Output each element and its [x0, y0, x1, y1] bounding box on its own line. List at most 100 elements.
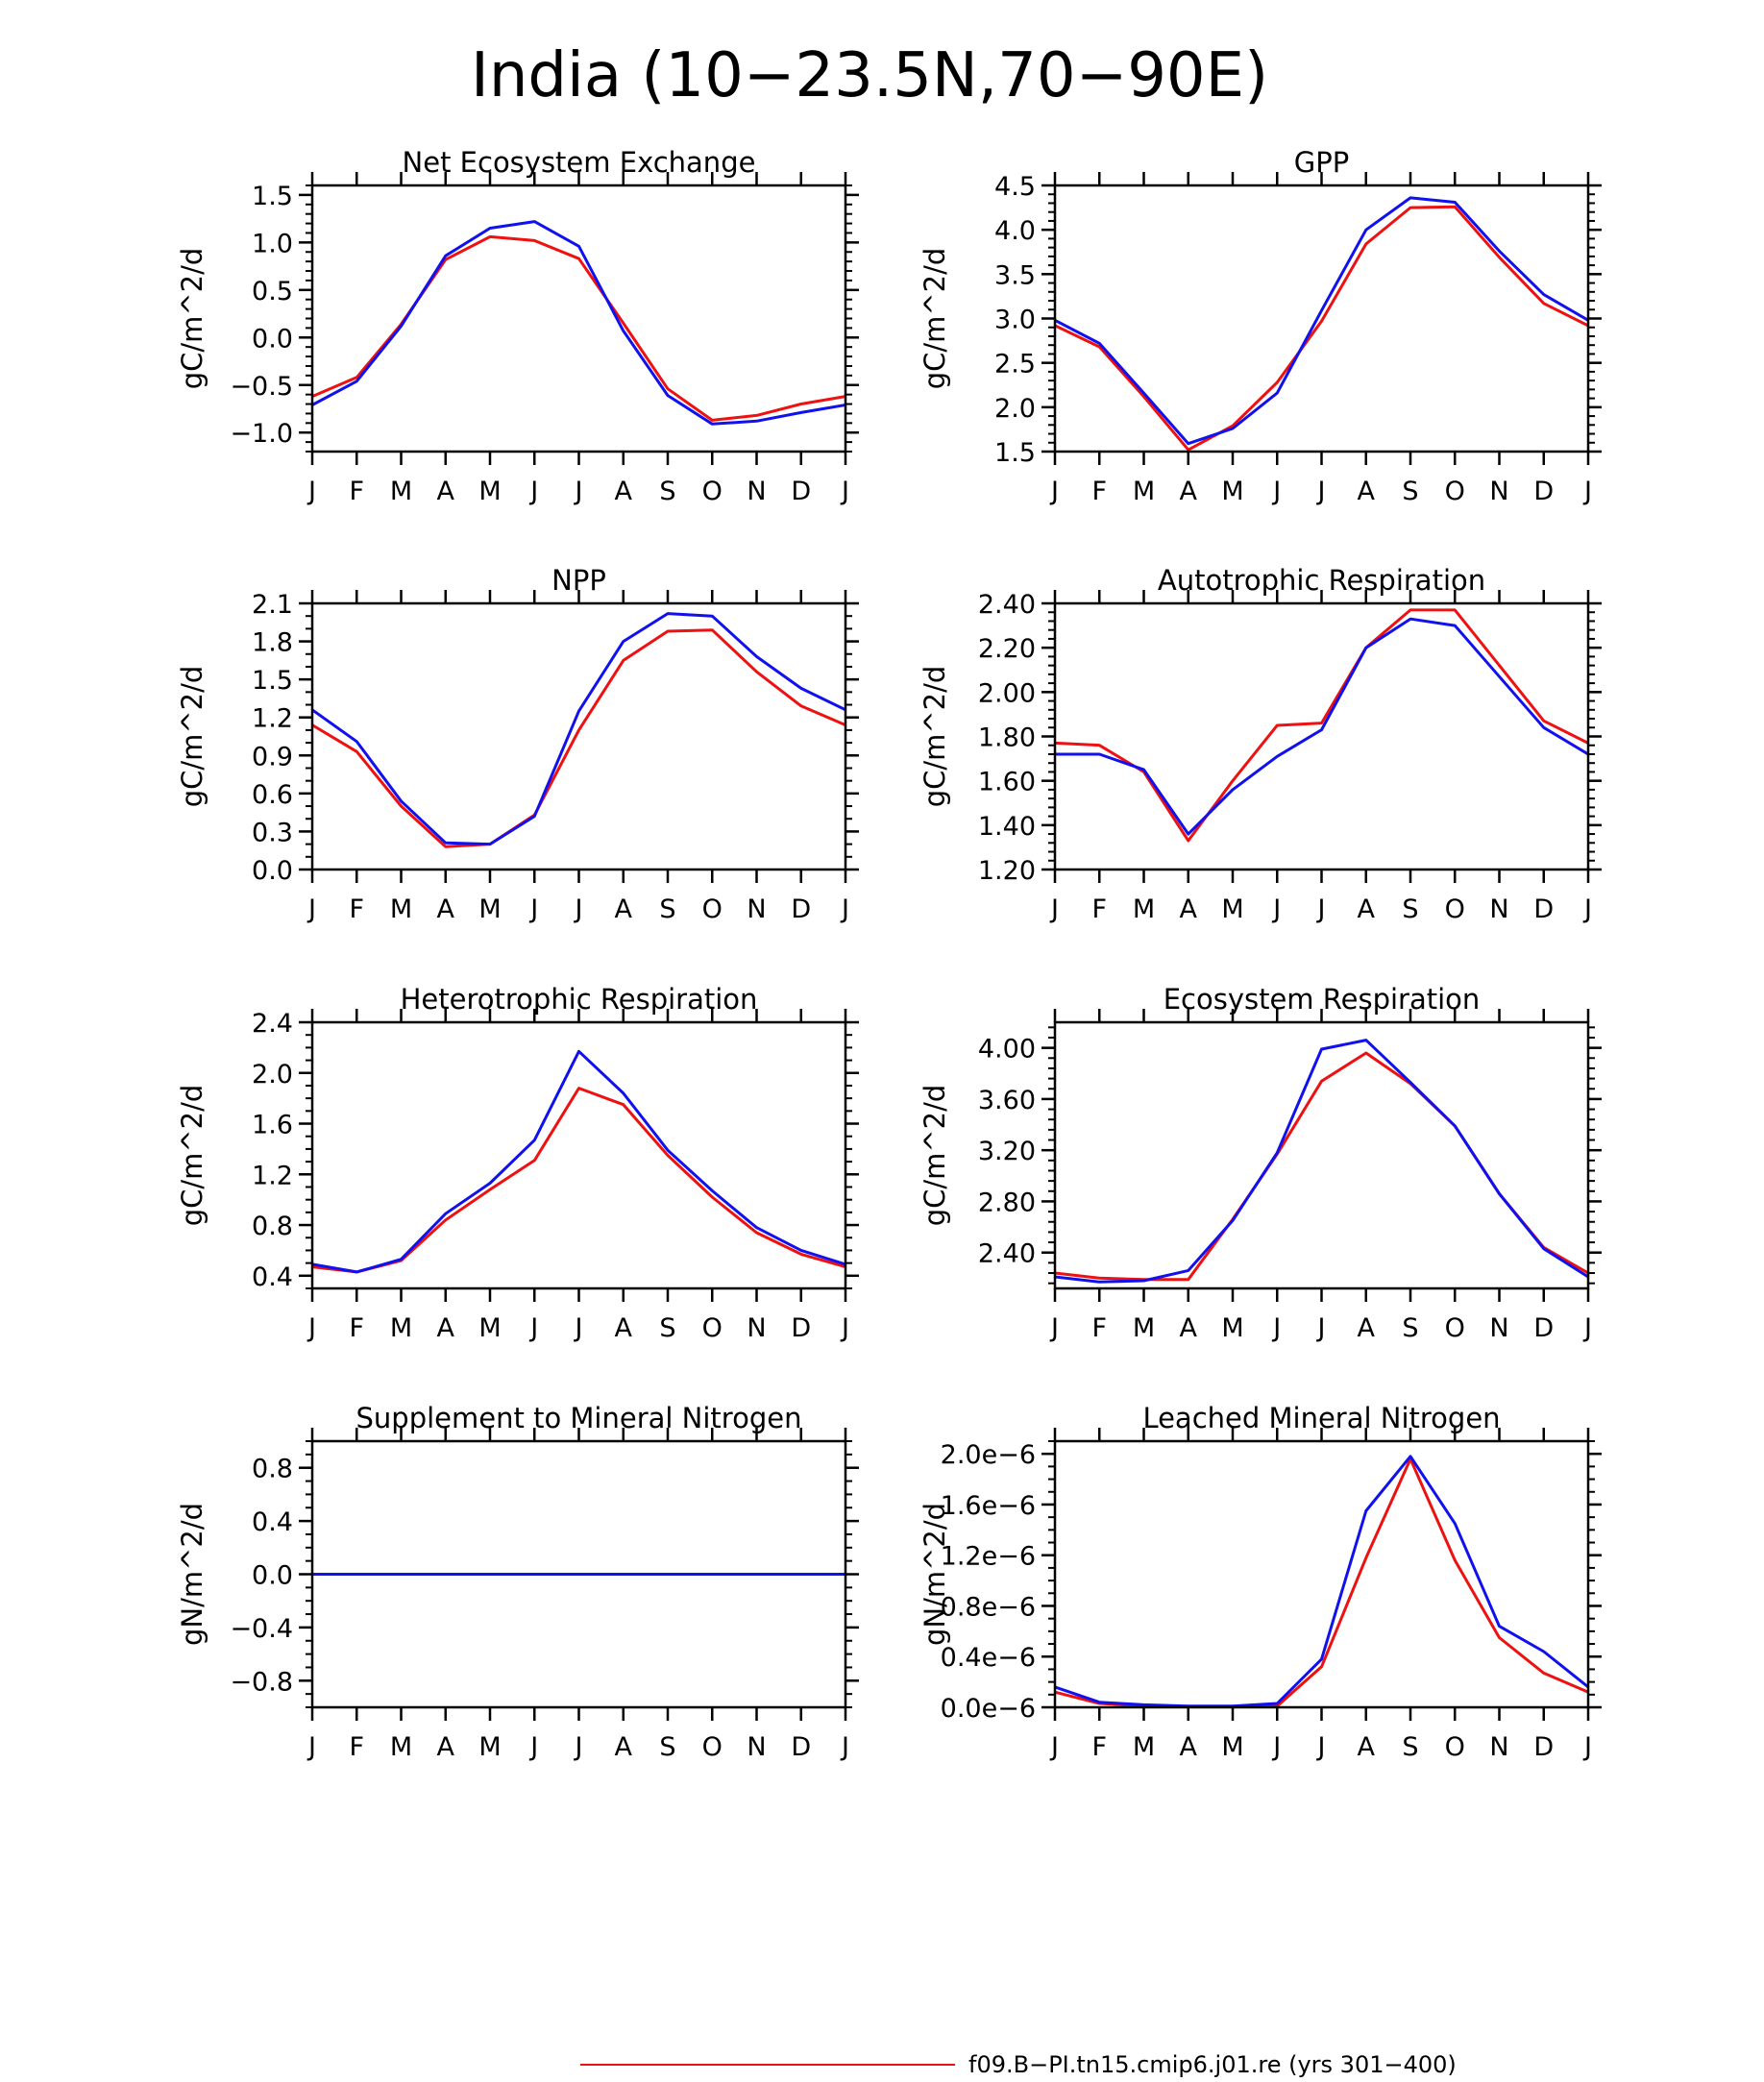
x-tick-label: J [1049, 1313, 1059, 1343]
x-tick-label: J [528, 1732, 538, 1762]
x-tick-label: A [1358, 894, 1376, 924]
chart-panel-7: Supplement to Mineral NitrogengN/m^2/d−0… [176, 1402, 859, 1762]
x-tick-label: A [615, 894, 633, 924]
series-line-case2 [312, 1049, 845, 1274]
y-tick-label: 0.3 [252, 818, 293, 847]
y-axis-label: gC/m^2/d [176, 666, 208, 808]
x-tick-label: N [747, 1313, 766, 1343]
x-tick-label: O [702, 1313, 723, 1343]
y-tick-label: 4.5 [994, 172, 1036, 202]
y-tick-label: 0.8 [252, 1455, 293, 1484]
x-tick-label: D [791, 477, 811, 506]
x-tick-label: A [1180, 894, 1198, 924]
y-tick-label: 2.0e−6 [941, 1440, 1036, 1470]
x-tick-label: D [1533, 1313, 1554, 1343]
y-tick-label: 2.0 [252, 1060, 293, 1090]
x-tick-label: M [1133, 477, 1155, 506]
series-line-case1 [312, 628, 845, 848]
series-line-case1 [1055, 608, 1588, 843]
x-tick-label: O [702, 477, 723, 506]
series-group [312, 220, 845, 426]
x-tick-label: O [1445, 1732, 1465, 1762]
x-tick-label: M [390, 894, 412, 924]
y-tick-label: 1.5 [252, 182, 293, 211]
x-tick-label: J [306, 1313, 316, 1343]
y-tick-label: 2.1 [252, 590, 293, 620]
x-tick-label: J [1582, 1313, 1592, 1343]
series-group [1055, 196, 1588, 452]
x-tick-label: J [1049, 894, 1059, 924]
series-line-case1 [1055, 1457, 1588, 1707]
x-tick-label: S [659, 477, 675, 506]
series-line-case1 [312, 1087, 845, 1274]
x-tick-label: J [1271, 477, 1281, 506]
y-tick-label: 1.6e−6 [941, 1491, 1036, 1521]
series-line-case2 [1055, 617, 1588, 836]
x-tick-label: J [1316, 477, 1326, 506]
series-line-case2 [1055, 196, 1588, 446]
x-tick-label: A [615, 1313, 633, 1343]
x-tick-label: M [478, 894, 501, 924]
x-tick-label: J [574, 1313, 583, 1343]
x-tick-label: F [349, 1313, 364, 1343]
y-tick-label: 0.4 [252, 1262, 293, 1292]
x-tick-label: A [615, 1732, 633, 1762]
series-line-case2 [312, 220, 845, 426]
x-tick-label: J [840, 477, 849, 506]
x-tick-label: D [791, 1732, 811, 1762]
x-tick-label: J [528, 894, 538, 924]
x-tick-label: S [1402, 1732, 1418, 1762]
x-tick-label: J [840, 894, 849, 924]
y-tick-label: 1.5 [252, 666, 293, 696]
series-line-case1 [1055, 1051, 1588, 1282]
y-tick-label: 2.40 [978, 1239, 1036, 1269]
x-tick-label: J [1271, 894, 1281, 924]
x-tick-label: D [791, 894, 811, 924]
y-tick-label: 0.4e−6 [941, 1643, 1036, 1673]
x-tick-label: F [1091, 1732, 1107, 1762]
y-tick-label: 1.60 [978, 768, 1036, 797]
y-tick-label: 2.4 [252, 1009, 293, 1039]
x-tick-label: J [306, 1732, 316, 1762]
y-tick-label: 2.00 [978, 678, 1036, 708]
series-line-case2 [1055, 1455, 1588, 1707]
x-tick-label: S [659, 1732, 675, 1762]
x-tick-label: O [1445, 1313, 1465, 1343]
x-tick-label: J [306, 477, 316, 506]
y-tick-label: 3.5 [994, 260, 1036, 290]
y-tick-label: 2.20 [978, 634, 1036, 664]
x-tick-label: F [1091, 894, 1107, 924]
plot-frame [310, 601, 847, 871]
series-group [312, 1049, 845, 1274]
plot-frame [310, 1020, 847, 1290]
x-tick-label: M [1221, 1732, 1243, 1762]
x-tick-label: J [528, 477, 538, 506]
series-group [312, 612, 845, 848]
y-tick-label: 3.20 [978, 1137, 1036, 1166]
x-tick-label: M [390, 1313, 412, 1343]
x-tick-label: A [437, 1313, 455, 1343]
y-tick-label: 0.4 [252, 1507, 293, 1537]
x-tick-label: F [1091, 477, 1107, 506]
x-tick-label: M [1221, 894, 1243, 924]
x-tick-label: J [1582, 894, 1592, 924]
series-group [1055, 608, 1588, 843]
x-tick-label: J [1049, 1732, 1059, 1762]
x-tick-label: M [1221, 477, 1243, 506]
y-tick-label: 2.0 [994, 394, 1036, 424]
figure-title: India (10−23.5N,70−90E) [471, 40, 1268, 111]
x-tick-label: J [528, 1313, 538, 1343]
y-tick-label: 1.0 [252, 229, 293, 258]
chart-panel-4: Autotrophic RespirationgC/m^2/d1.201.401… [919, 564, 1602, 924]
x-tick-label: J [1316, 1732, 1326, 1762]
y-tick-label: 0.0 [252, 324, 293, 354]
x-tick-label: J [1049, 477, 1059, 506]
x-tick-label: O [1445, 894, 1465, 924]
y-tick-label: 3.0 [994, 306, 1036, 335]
x-tick-label: F [349, 1732, 364, 1762]
x-tick-label: J [574, 477, 583, 506]
x-tick-label: O [702, 1732, 723, 1762]
x-tick-label: M [1133, 894, 1155, 924]
x-tick-label: N [747, 477, 766, 506]
